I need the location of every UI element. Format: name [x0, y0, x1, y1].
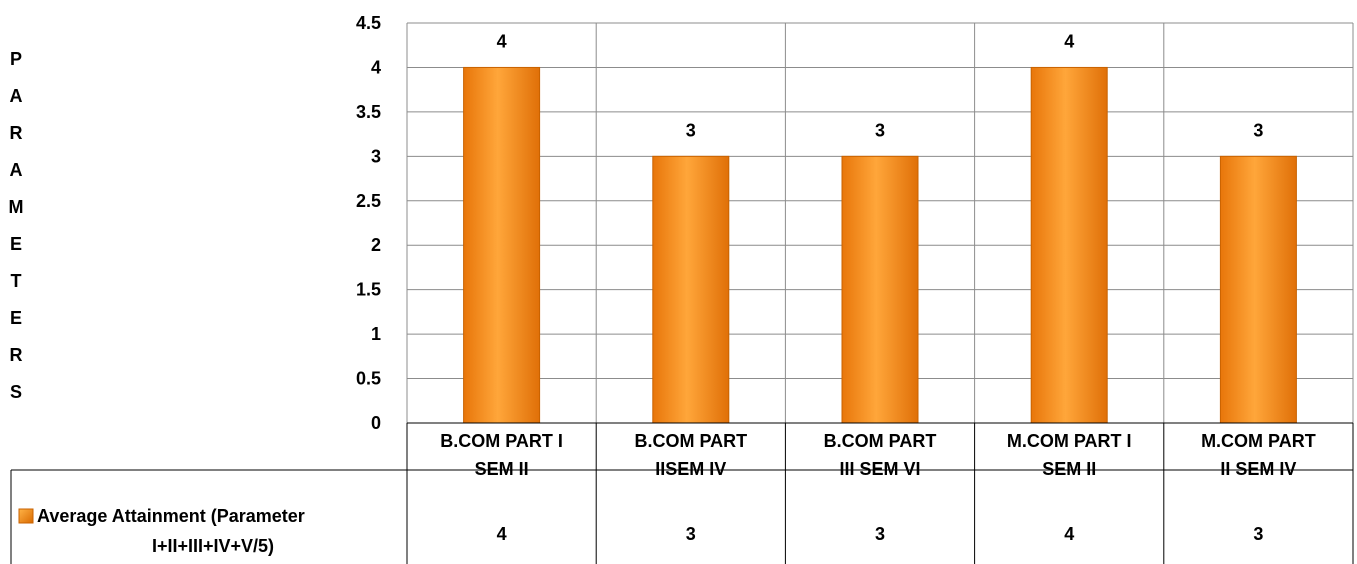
y-tick-label: 3: [371, 146, 381, 166]
y-axis-label-letter: M: [9, 197, 24, 217]
series-name: Average Attainment (Parameter: [37, 506, 305, 526]
y-tick-label: 4: [371, 57, 381, 77]
y-axis-label-letter: R: [10, 345, 23, 365]
y-tick-label: 2.5: [356, 191, 381, 211]
table-value: 4: [1064, 524, 1074, 544]
table-value: 3: [686, 524, 696, 544]
category-label: B.COM PART: [824, 431, 937, 451]
bar: [652, 155, 730, 424]
data-labels: 4 3 3 4 3: [497, 31, 1264, 140]
series-name: I+II+III+IV+V/5): [152, 536, 274, 556]
table-value: 4: [497, 524, 507, 544]
y-axis-ticks: 0 0.5 1 1.5 2 2.5 3 3.5 4 4.5: [356, 13, 381, 433]
y-axis-label-letter: A: [10, 86, 23, 106]
y-axis-label-letter: P: [10, 49, 22, 69]
category-label: SEM II: [1042, 459, 1096, 479]
y-tick-label: 0: [371, 413, 381, 433]
y-axis-label-letter: T: [11, 271, 22, 291]
bar: [1219, 155, 1297, 424]
y-tick-label: 4.5: [356, 13, 381, 33]
data-label: 3: [686, 120, 696, 140]
y-axis-label-letter: A: [10, 160, 23, 180]
bar: [463, 66, 541, 424]
y-tick-label: 2: [371, 235, 381, 255]
y-tick-label: 3.5: [356, 102, 381, 122]
bars: [463, 66, 1297, 424]
data-label: 3: [875, 120, 885, 140]
data-label: 3: [1253, 120, 1263, 140]
y-axis-label-letter: S: [10, 382, 22, 402]
category-label: B.COM PART: [634, 431, 747, 451]
bar: [1030, 66, 1108, 424]
category-label: B.COM PART I: [440, 431, 563, 451]
category-label: M.COM PART I: [1007, 431, 1132, 451]
data-label: 4: [497, 31, 507, 51]
data-label: 4: [1064, 31, 1074, 51]
y-axis-label-letter: E: [10, 308, 22, 328]
legend-key: [18, 508, 34, 524]
category-label: IISEM IV: [655, 459, 726, 479]
y-tick-label: 1: [371, 324, 381, 344]
y-axis-label-letter: R: [10, 123, 23, 143]
category-label: II SEM IV: [1220, 459, 1296, 479]
y-tick-label: 0.5: [356, 369, 381, 389]
category-label: M.COM PART: [1201, 431, 1316, 451]
y-tick-label: 1.5: [356, 280, 381, 300]
category-label: III SEM VI: [839, 459, 920, 479]
table-value: 3: [875, 524, 885, 544]
category-label: SEM II: [475, 459, 529, 479]
table-value: 3: [1253, 524, 1263, 544]
data-table: B.COM PART I SEM II B.COM PART IISEM IV B.CO…: [10, 422, 1354, 564]
y-axis-label-letter: E: [10, 234, 22, 254]
bar: [841, 155, 919, 424]
